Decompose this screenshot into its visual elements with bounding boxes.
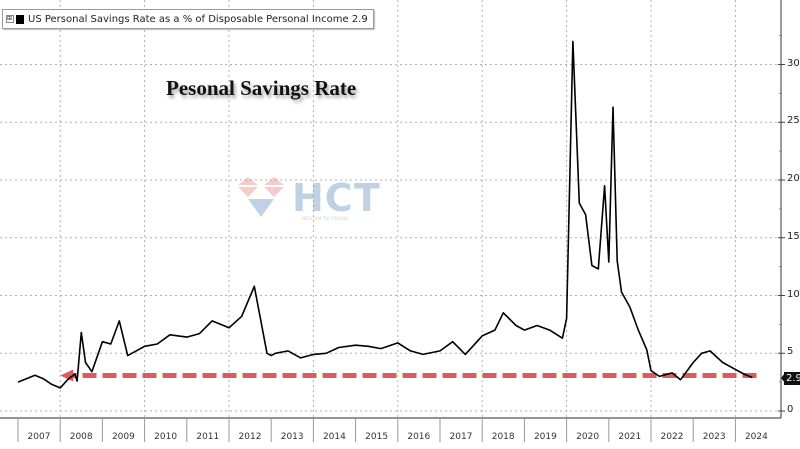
diamond-logo-icon: [238, 177, 284, 217]
y-tick-label: 5: [787, 346, 794, 358]
x-tick-marks: [17, 418, 736, 442]
x-tick-label: 2023: [702, 432, 726, 442]
y-tick-marks: [778, 35, 785, 412]
expand-icon[interactable]: ⊞: [6, 15, 14, 23]
y-tick-label: 30: [787, 57, 800, 69]
x-tick-label: 2013: [280, 432, 304, 442]
watermark-text: HCT: [292, 176, 381, 220]
x-tick-label: 2007: [27, 432, 51, 442]
x-tick-label: 2011: [196, 432, 220, 442]
x-tick-label: 2016: [407, 432, 431, 442]
y-tick-label: 25: [787, 115, 800, 127]
x-tick-label: 2024: [744, 432, 768, 442]
x-tick-label: 2021: [618, 432, 642, 442]
x-tick-label: 2019: [533, 432, 557, 442]
x-tick-label: 2020: [576, 432, 600, 442]
watermark-subtitle: HIEU QUA THI TRUONG: [302, 216, 349, 221]
chart-title: Pesonal Savings Rate: [166, 76, 357, 100]
x-tick-label: 2015: [365, 432, 389, 442]
savings-rate-line: [17, 40, 753, 389]
x-tick-label: 2009: [111, 432, 135, 442]
x-tick-label: 2010: [154, 432, 178, 442]
legend[interactable]: ⊞ US Personal Savings Rate as a % of Dis…: [2, 9, 374, 29]
y-tick-label: 0: [787, 404, 794, 415]
x-tick-label: 2012: [238, 432, 262, 442]
legend-swatch: [16, 14, 24, 24]
last-value-badge: 2.9: [784, 372, 800, 385]
x-tick-label: 2022: [660, 432, 684, 442]
grid-lines: [0, 0, 781, 418]
x-tick-label: 2018: [491, 432, 515, 442]
x-tick-label: 2014: [322, 432, 346, 442]
watermark: HCT HIEU QUA THI TRUONG: [236, 176, 381, 221]
legend-label: US Personal Savings Rate as a % of Dispo…: [28, 13, 368, 25]
y-tick-label: 20: [787, 173, 800, 184]
x-tick-label: 2017: [449, 432, 473, 442]
y-tick-label: 15: [787, 230, 800, 242]
x-tick-label: 2008: [69, 432, 93, 442]
y-tick-label: 10: [787, 288, 800, 300]
